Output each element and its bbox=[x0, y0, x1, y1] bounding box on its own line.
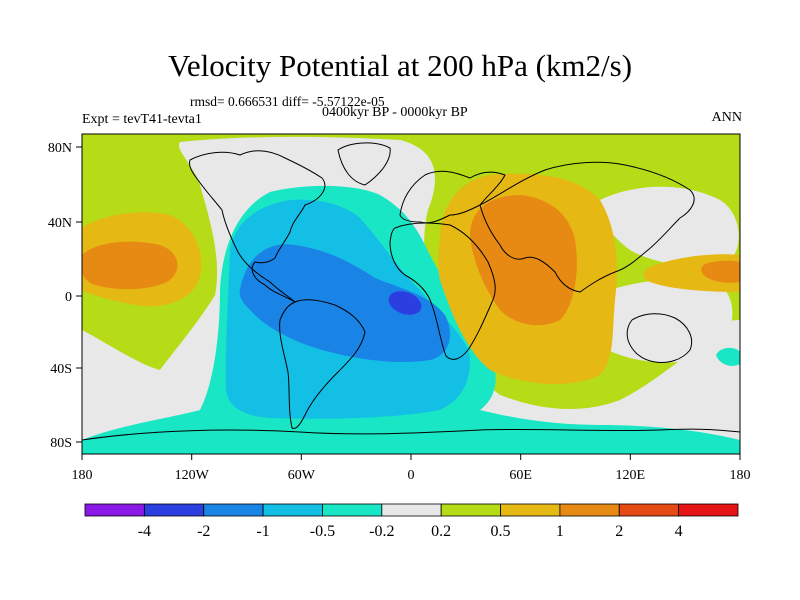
field-neutral-pacific-east bbox=[599, 186, 739, 267]
colorbar: -4 -2 -1 -0.5 -0.2 0.2 0.5 1 2 4 bbox=[84, 503, 739, 540]
lat-tick-40n: 40N bbox=[48, 216, 72, 231]
field-negative-minimum bbox=[388, 291, 422, 315]
coast-australia bbox=[626, 313, 693, 363]
period-label: 0400kyr BP - 0000kyr BP bbox=[322, 105, 468, 120]
coast-africa bbox=[389, 222, 496, 360]
lat-tick-80s: 80S bbox=[50, 436, 72, 451]
colorbar-swatch bbox=[440, 503, 501, 517]
colorbar-label: 0.2 bbox=[431, 523, 451, 540]
coast-north-america bbox=[189, 150, 326, 303]
plot-title: Velocity Potential at 200 hPa (km2/s) bbox=[167, 48, 633, 83]
colorbar-swatch bbox=[143, 503, 205, 517]
colorbar-swatch bbox=[678, 503, 739, 517]
colorbar-label: -2 bbox=[197, 523, 210, 540]
experiment-label: Expt = tevT41-tevta1 bbox=[82, 112, 202, 127]
colorbar-label: 2 bbox=[615, 523, 623, 540]
colorbar-swatch bbox=[262, 503, 323, 517]
colorbar-label: -4 bbox=[138, 523, 151, 540]
contour-field bbox=[82, 134, 740, 454]
colorbar-swatch bbox=[500, 503, 561, 517]
field-positive-moderate-west bbox=[82, 241, 178, 290]
lon-tick-180w: 180 bbox=[72, 468, 93, 483]
lon-tick-60w: 60W bbox=[288, 468, 316, 483]
coast-asia bbox=[479, 161, 695, 293]
colorbar-swatch bbox=[381, 503, 442, 517]
colorbar-label: 4 bbox=[675, 523, 683, 540]
coast-europe bbox=[399, 170, 506, 224]
field-positive-moderate-edge bbox=[701, 260, 740, 283]
lon-ticks: 180 120W 60W 0 60E 120E 180 bbox=[72, 454, 751, 483]
stats-line: rmsd= 0.666531 diff= -5.57122e-05 bbox=[190, 94, 385, 109]
lat-tick-80n: 80N bbox=[48, 141, 72, 156]
field-neutral-pacific-south bbox=[584, 280, 733, 363]
lat-ticks: 80N 40N 0 40S 80S bbox=[48, 141, 82, 451]
season-label: ANN bbox=[711, 110, 742, 125]
colorbar-label: 0.5 bbox=[491, 523, 511, 540]
colorbar-swatch bbox=[322, 503, 383, 517]
lon-tick-0: 0 bbox=[408, 468, 415, 483]
colorbar-swatch bbox=[618, 503, 680, 517]
coastlines bbox=[82, 142, 740, 441]
lon-tick-180e: 180 bbox=[730, 468, 751, 483]
colorbar-swatch bbox=[559, 503, 620, 517]
colorbar-label: 1 bbox=[556, 523, 564, 540]
coast-greenland bbox=[337, 142, 391, 186]
field-positive-moderate-east bbox=[470, 195, 577, 326]
lon-tick-120w: 120W bbox=[175, 468, 210, 483]
colorbar-swatch bbox=[84, 503, 145, 517]
colorbar-label: -0.2 bbox=[369, 523, 394, 540]
lon-tick-60e: 60E bbox=[509, 468, 532, 483]
lat-tick-40s: 40S bbox=[50, 362, 72, 377]
lat-tick-0: 0 bbox=[65, 290, 72, 305]
lon-tick-120e: 120E bbox=[616, 468, 646, 483]
colorbar-swatch bbox=[203, 503, 264, 517]
coast-south-america bbox=[279, 299, 366, 429]
colorbar-label: -1 bbox=[256, 523, 269, 540]
coast-antarctica bbox=[82, 428, 740, 441]
field-negative-small-spot bbox=[716, 347, 740, 366]
field-negative-strong bbox=[239, 244, 450, 363]
colorbar-label: -0.5 bbox=[310, 523, 335, 540]
